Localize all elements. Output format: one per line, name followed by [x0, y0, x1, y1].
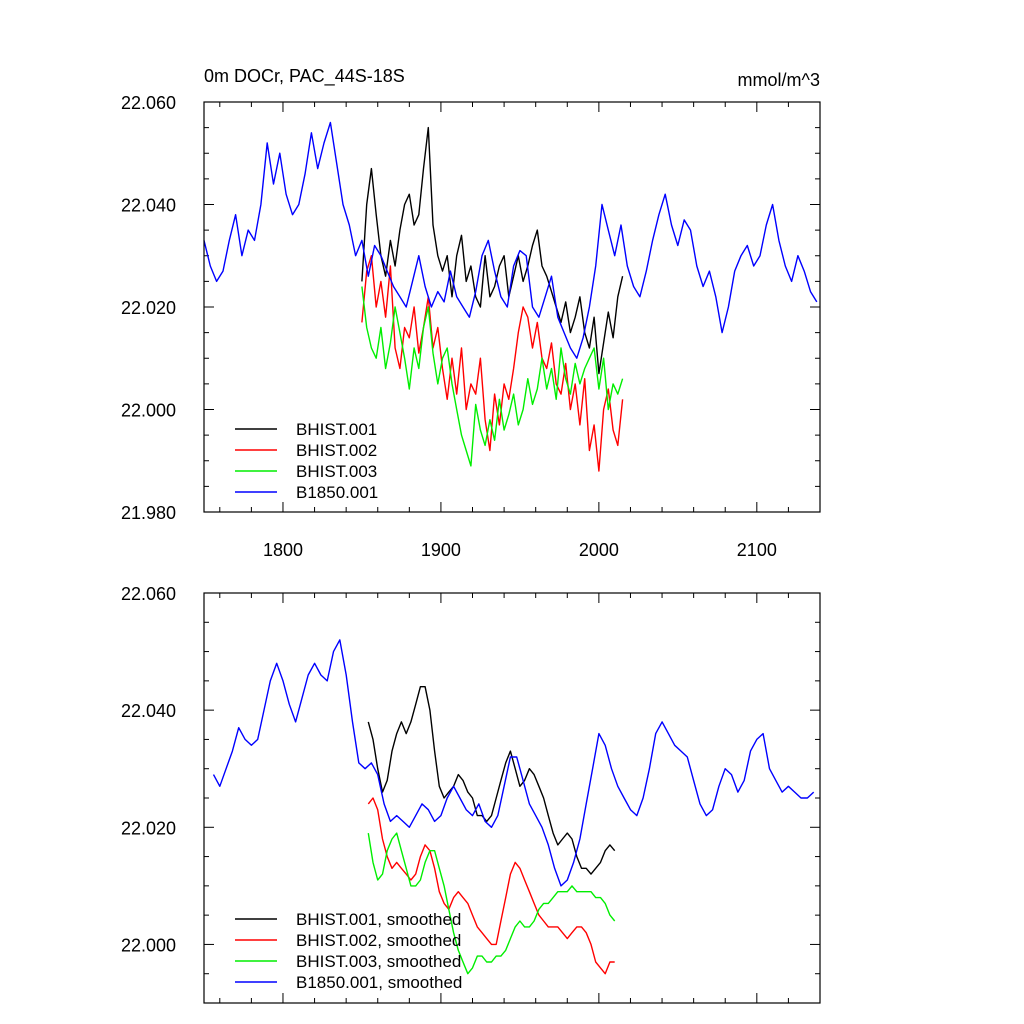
y-tick-label: 22.040: [121, 701, 176, 721]
panel-top-units: mmol/m^3: [738, 70, 820, 90]
y-tick-label: 22.060: [121, 584, 176, 604]
legend-label: BHIST.003, smoothed: [296, 952, 461, 971]
y-tick-label: 22.000: [121, 401, 176, 421]
series-line-bhist-003: [361, 286, 624, 467]
panel-bottom-y-tick-labels: 22.000 22.020 22.040 22.060: [121, 584, 176, 955]
panel-bottom: 22.000 22.020 22.040 22.060 BHIST.001, smoo…: [121, 584, 821, 1004]
panel-top-frame: [203, 101, 821, 513]
y-tick-label: 21.980: [121, 503, 176, 523]
legend-label: BHIST.001: [296, 420, 377, 439]
legend-label: BHIST.002: [296, 441, 377, 460]
y-tick-label: 22.040: [121, 196, 176, 216]
legend-label: BHIST.002, smoothed: [296, 931, 461, 950]
series-line-b1850-001: [203, 121, 818, 359]
panel-bottom-legend: BHIST.001, smoothed BHIST.002, smoothed BH…: [235, 910, 462, 992]
series-line-bhist-001: [367, 686, 616, 875]
y-tick-label: 22.060: [121, 93, 176, 113]
y-tick-label: 22.000: [121, 935, 176, 955]
legend-label: BHIST.003: [296, 462, 377, 481]
panel-top-y-tick-labels: 21.980 22.000 22.020 22.040 22.060: [121, 93, 176, 523]
series-line-bhist-003: [367, 832, 616, 975]
legend-label: B1850.001, smoothed: [296, 973, 462, 992]
series-line-b1850-001: [212, 639, 815, 887]
series-line-bhist-002: [361, 254, 624, 472]
panel-top-series: [203, 121, 818, 472]
x-tick-label: 2000: [579, 540, 619, 560]
y-tick-label: 22.020: [121, 298, 176, 318]
legend-label: BHIST.001, smoothed: [296, 910, 461, 929]
x-tick-label: 1900: [421, 540, 461, 560]
panel-bottom-frame: [203, 592, 821, 1004]
panel-top: 0m DOCr, PAC_44S-18S mmol/m^3 21.980 22.0…: [121, 66, 821, 560]
panel-bottom-series: [212, 639, 815, 975]
legend-label: B1850.001: [296, 483, 378, 502]
x-tick-label: 2100: [737, 540, 777, 560]
x-tick-label: 1800: [263, 540, 303, 560]
y-tick-label: 22.020: [121, 818, 176, 838]
panel-top-x-tick-labels: 1800 1900 2000 2100: [263, 540, 777, 560]
series-line-bhist-001: [361, 126, 624, 375]
panel-top-legend: BHIST.001 BHIST.002 BHIST.003 B1850.001: [235, 420, 378, 502]
panel-top-title: 0m DOCr, PAC_44S-18S: [204, 66, 405, 87]
